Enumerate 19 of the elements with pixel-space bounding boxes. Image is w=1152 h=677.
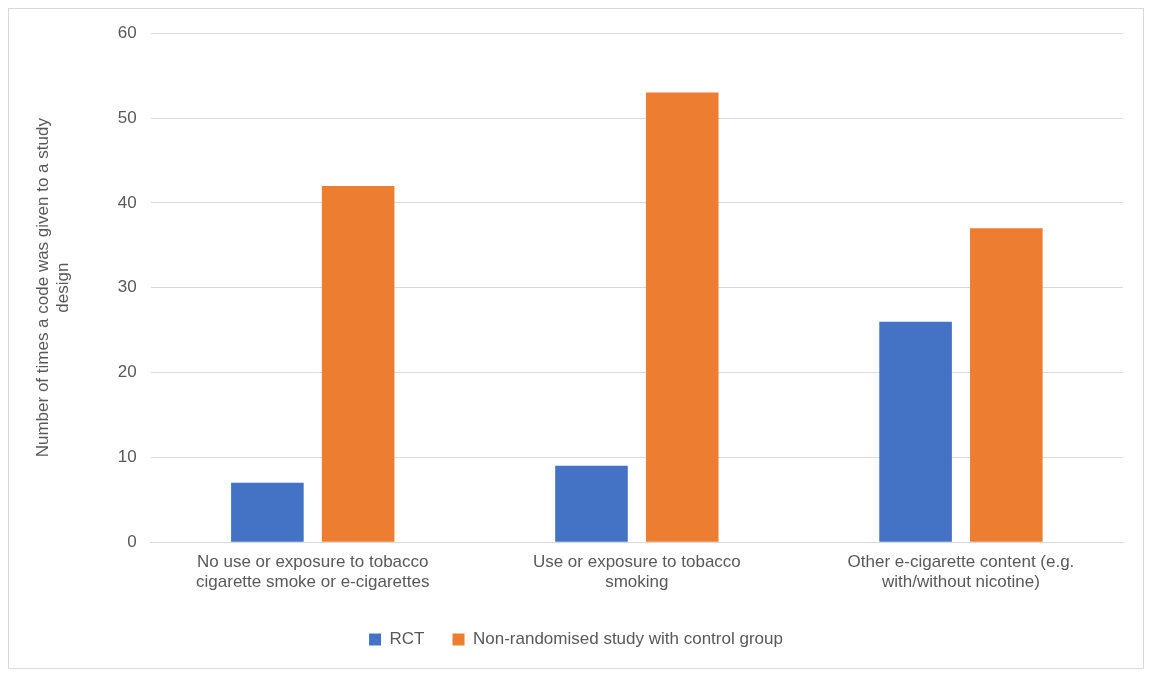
y-axis-title: Number of times a code was given to a study design — [32, 117, 73, 458]
y-tick-label: 40 — [117, 192, 137, 212]
y-tick-label: 20 — [117, 362, 137, 382]
bar — [231, 482, 304, 542]
bar — [970, 228, 1043, 542]
x-tick-label: Other e-cigarette content (e.g. with/without nicotine) — [847, 552, 1075, 592]
y-tick-label: 50 — [117, 107, 137, 127]
x-tick-label: Use or exposure to tobacco smoking — [532, 552, 741, 592]
legend-label: RCT — [389, 629, 425, 649]
y-tick-label: 60 — [117, 22, 137, 42]
y-tick-label: 30 — [117, 277, 137, 297]
bar — [555, 465, 628, 542]
bar — [321, 185, 395, 542]
y-tick-label: 10 — [117, 447, 137, 467]
legend-label: Non-randomised study with control group — [473, 629, 783, 649]
bar — [879, 321, 952, 542]
y-tick-label: 0 — [127, 531, 137, 551]
bar — [645, 92, 719, 542]
x-tick-label: No use or exposure to tobacco cigarette smoke or e-cigarettes — [196, 552, 430, 592]
